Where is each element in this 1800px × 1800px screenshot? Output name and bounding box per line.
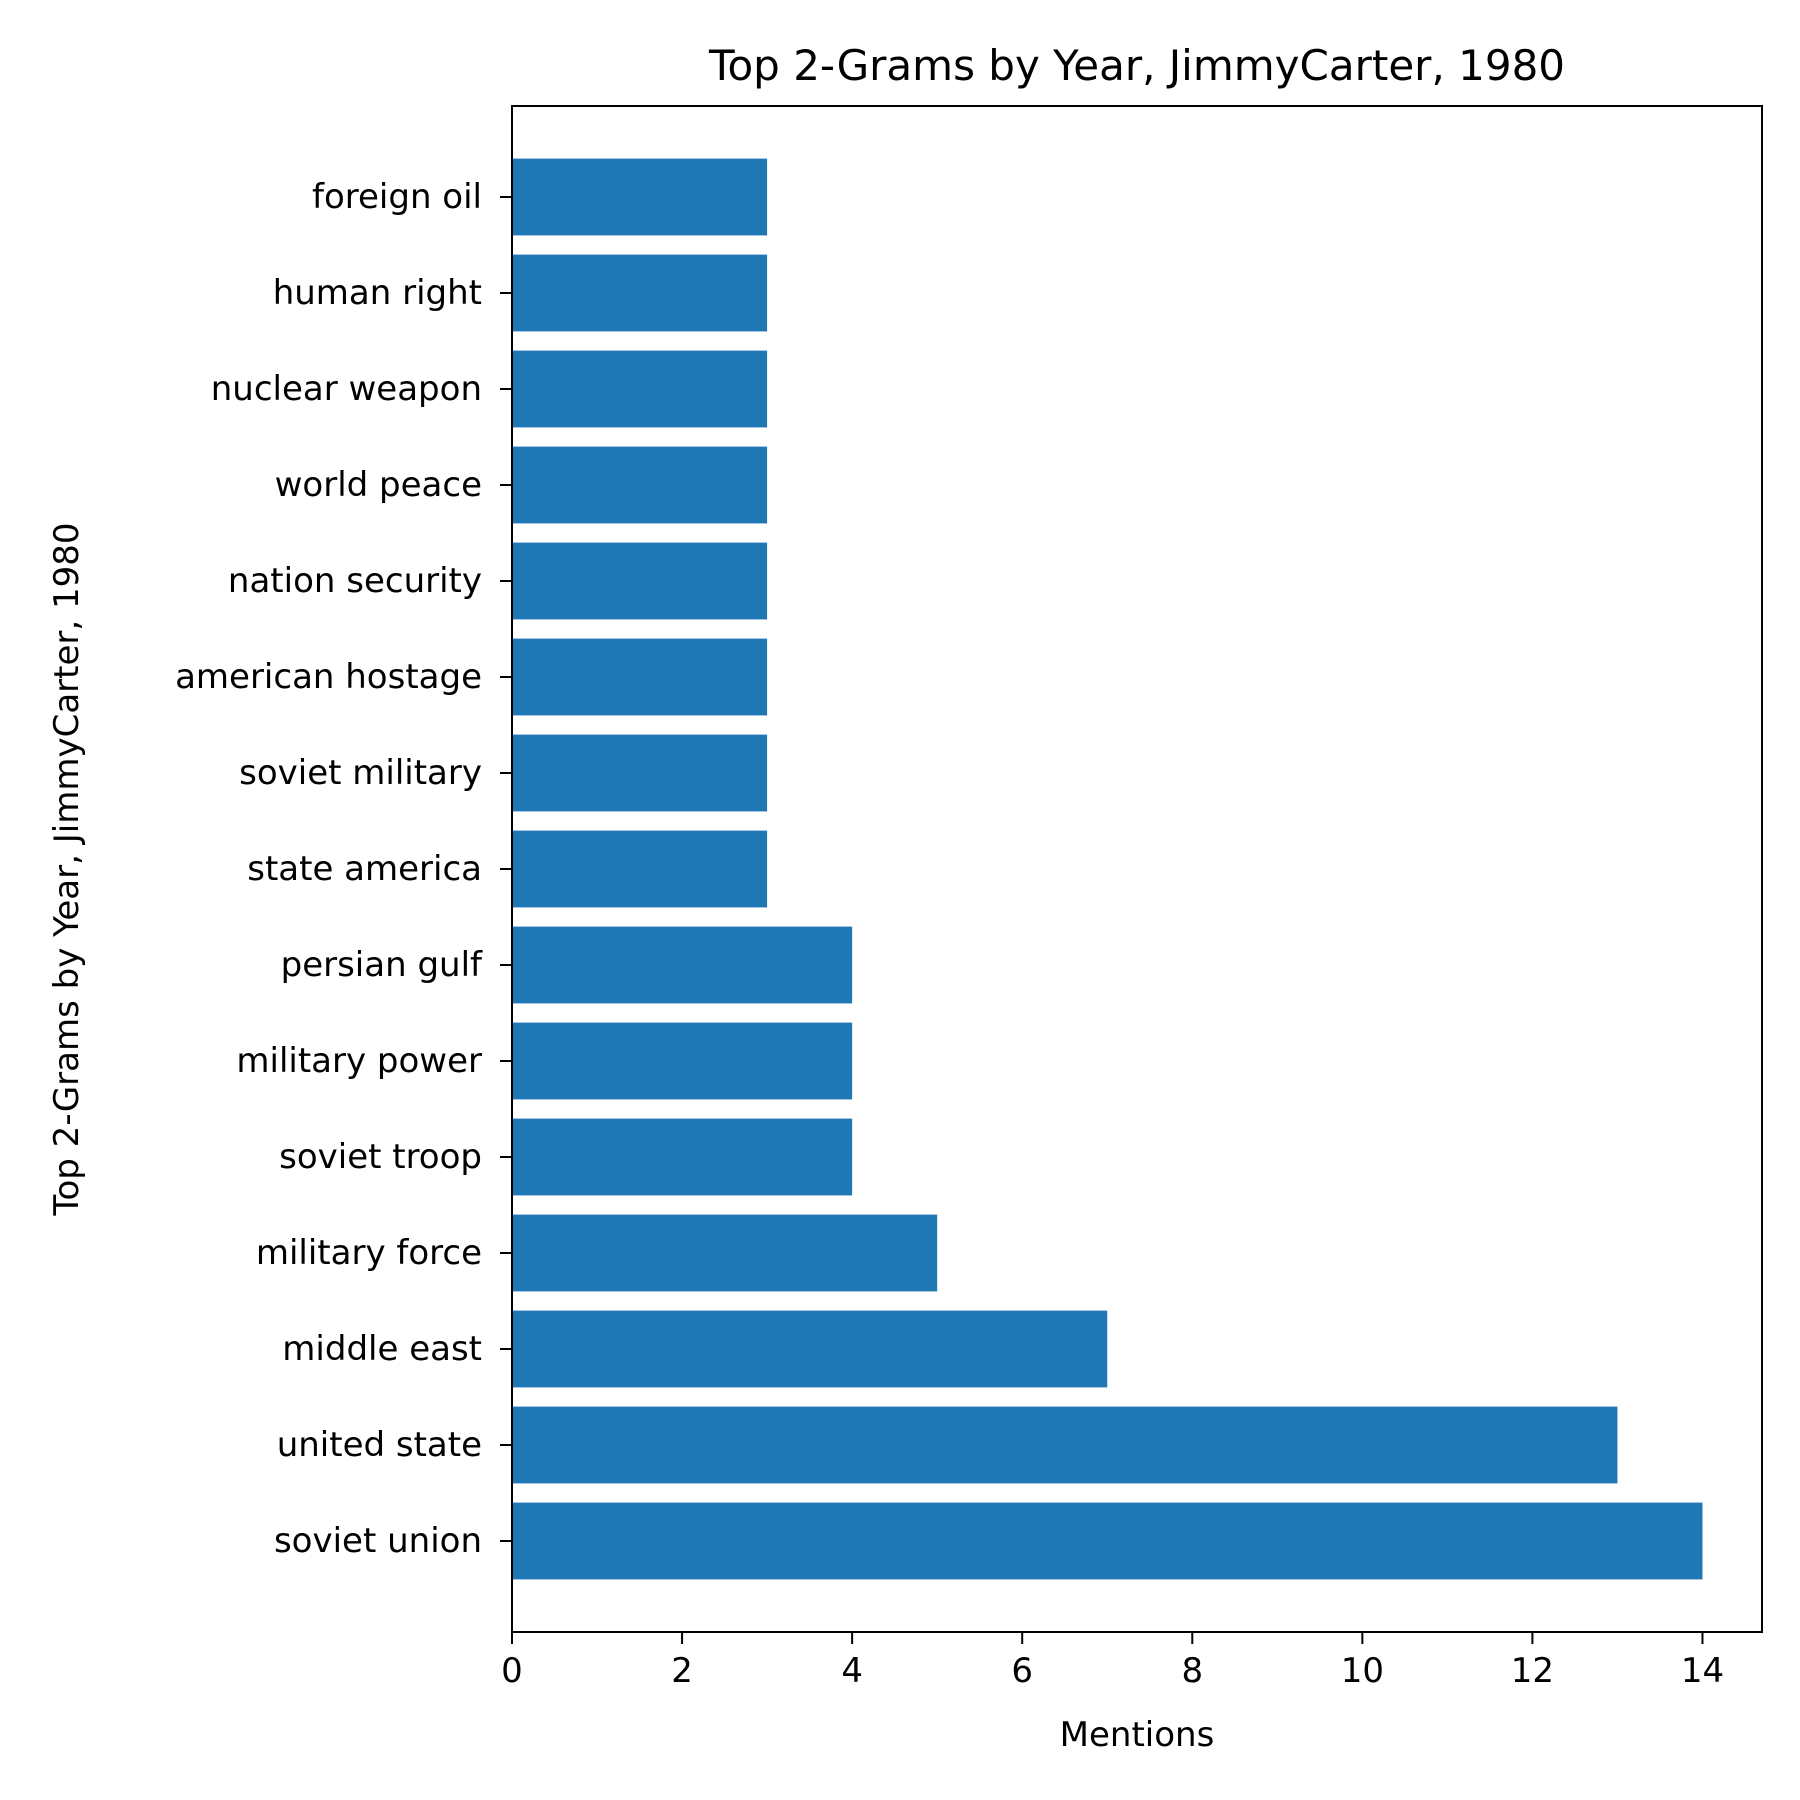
y-tick-label: american hostage bbox=[175, 657, 482, 697]
y-tick-label: world peace bbox=[275, 465, 482, 505]
bar-foreign-oil bbox=[512, 158, 768, 236]
chart-title: Top 2-Grams by Year, JimmyCarter, 1980 bbox=[708, 41, 1565, 90]
bar-soviet-union bbox=[512, 1502, 1703, 1580]
y-tick-label: soviet union bbox=[274, 1521, 482, 1561]
bar-united-state bbox=[512, 1406, 1618, 1484]
y-tick-label: soviet military bbox=[239, 753, 482, 793]
bar-american-hostage bbox=[512, 638, 768, 716]
y-tick-label: middle east bbox=[282, 1329, 482, 1369]
y-axis-ticks: soviet union united state middle east milit… bbox=[175, 177, 512, 1561]
bar-military-power bbox=[512, 1022, 853, 1100]
bar-nuclear-weapon bbox=[512, 350, 768, 428]
x-tick-label: 6 bbox=[1011, 1651, 1033, 1691]
x-tick-label: 0 bbox=[501, 1651, 523, 1691]
x-tick-label: 8 bbox=[1181, 1651, 1203, 1691]
bar-soviet-troop bbox=[512, 1118, 853, 1196]
y-tick-label: foreign oil bbox=[312, 177, 482, 217]
y-tick-label: united state bbox=[277, 1425, 482, 1465]
y-tick-label: persian gulf bbox=[281, 945, 483, 985]
x-tick-label: 10 bbox=[1341, 1651, 1384, 1691]
y-tick-label: military power bbox=[236, 1041, 482, 1081]
x-tick-label: 4 bbox=[841, 1651, 863, 1691]
bar-world-peace bbox=[512, 446, 768, 524]
bar-middle-east bbox=[512, 1310, 1108, 1388]
bar-military-force bbox=[512, 1214, 938, 1292]
y-tick-label: nuclear weapon bbox=[211, 369, 482, 409]
y-tick-label: military force bbox=[256, 1233, 482, 1273]
bar-state-america bbox=[512, 830, 768, 908]
x-axis-ticks: 0 2 4 6 8 10 12 14 bbox=[501, 1632, 1724, 1691]
y-tick-label: nation security bbox=[228, 561, 482, 601]
y-axis-label: Top 2-Grams by Year, JimmyCarter, 1980 bbox=[47, 523, 87, 1217]
x-tick-label: 12 bbox=[1511, 1651, 1554, 1691]
bar-persian-gulf bbox=[512, 926, 853, 1004]
x-axis-label: Mentions bbox=[1060, 1715, 1215, 1755]
bar-human-right bbox=[512, 254, 768, 332]
y-tick-label: human right bbox=[273, 273, 482, 313]
bars-group bbox=[512, 158, 1703, 1580]
y-tick-label: soviet troop bbox=[279, 1137, 482, 1177]
x-tick-label: 14 bbox=[1681, 1651, 1724, 1691]
bar-nation-security bbox=[512, 542, 768, 620]
x-tick-label: 2 bbox=[671, 1651, 693, 1691]
y-tick-label: state america bbox=[247, 849, 482, 889]
bar-soviet-military bbox=[512, 734, 768, 812]
